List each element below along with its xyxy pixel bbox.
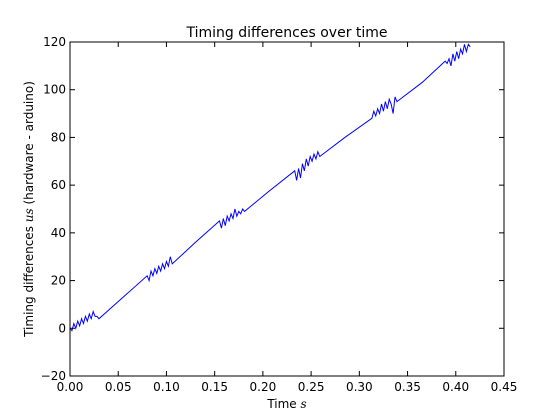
- x-tick-label: 0.25: [298, 380, 325, 394]
- x-tick-label: 0.10: [153, 380, 180, 394]
- x-tick-label: 0.00: [57, 380, 84, 394]
- x-tick-label: 0.20: [250, 380, 277, 394]
- x-axis-label-math: s: [301, 397, 307, 411]
- y-axis-label-suffix: (hardware - arduino): [22, 81, 36, 208]
- x-axis-label: Time s: [266, 397, 306, 411]
- y-tick-label: 80: [51, 130, 66, 144]
- series-layer: [69, 43, 471, 332]
- y-tick-label: 60: [51, 178, 66, 192]
- y-axis-label: Timing differences us (hardware - arduin…: [22, 81, 36, 338]
- y-tick-label: −20: [41, 369, 66, 383]
- x-tick-label: 0.35: [394, 380, 421, 394]
- x-tick-label: 0.15: [201, 380, 228, 394]
- x-axis-label-text: Time: [266, 397, 300, 411]
- y-tick-label: 0: [58, 321, 66, 335]
- x-axis: 0.00 0.05 0.10 0.15 0.20 0.25 0.30 0.35 0.40 0.45: [57, 42, 518, 394]
- y-tick-label: 40: [51, 226, 66, 240]
- x-tick-label: 0.05: [105, 380, 132, 394]
- plot-background: [70, 42, 504, 376]
- plot-frame: [69, 41, 505, 377]
- chart-title: Timing differences over time: [185, 25, 387, 41]
- x-tick-label: 0.30: [346, 380, 373, 394]
- x-tick-label: 0.40: [442, 380, 469, 394]
- y-axis-label-text: Timing differences: [22, 222, 36, 338]
- y-axis-label-math: us: [22, 208, 36, 222]
- y-axis: −20 0 20 40 60 80 100 120: [41, 35, 504, 383]
- y-tick-label: 120: [43, 35, 66, 49]
- y-tick-label: 20: [51, 274, 66, 288]
- series-line-0: [69, 43, 471, 332]
- x-tick-label: 0.45: [491, 380, 518, 394]
- y-tick-label: 100: [43, 83, 66, 97]
